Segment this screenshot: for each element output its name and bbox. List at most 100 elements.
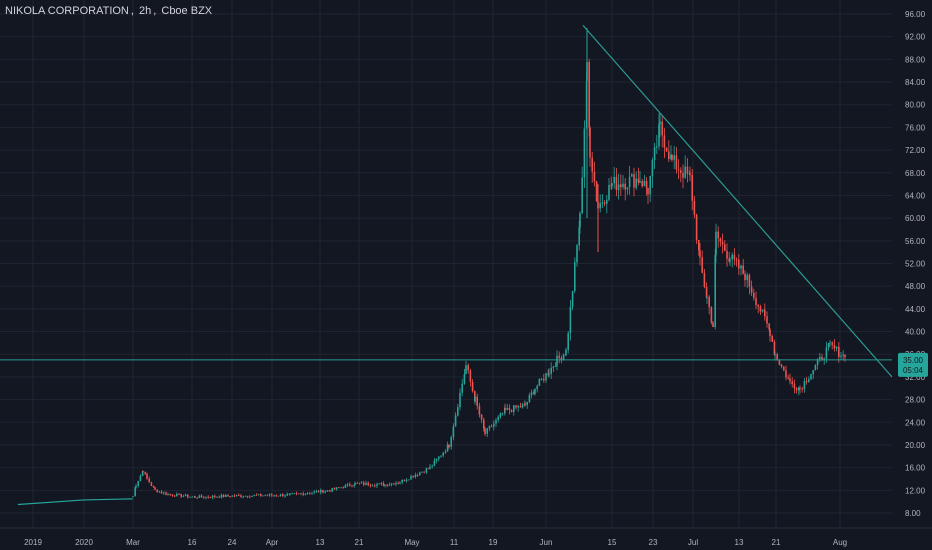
candle-body bbox=[207, 496, 209, 498]
candle-body bbox=[317, 491, 320, 493]
candle-body bbox=[486, 428, 488, 434]
candle-body bbox=[484, 428, 486, 434]
candle-body bbox=[554, 366, 557, 367]
candle-body bbox=[408, 479, 410, 481]
x-tick-label: Jul bbox=[688, 538, 698, 547]
candle-body bbox=[738, 259, 740, 269]
candle-body bbox=[785, 370, 787, 378]
candle-body bbox=[819, 356, 821, 360]
candle-body bbox=[744, 273, 746, 281]
candle-body bbox=[205, 496, 207, 498]
candle-body bbox=[825, 347, 828, 359]
trendline[interactable] bbox=[582, 24, 893, 378]
candle-body bbox=[293, 493, 296, 495]
x-tick-label: Apr bbox=[266, 538, 279, 547]
candle-body bbox=[840, 355, 842, 357]
candle-body bbox=[603, 202, 606, 204]
candle-body bbox=[167, 494, 169, 495]
y-tick-label: 92.00 bbox=[905, 33, 926, 42]
candle-body bbox=[658, 124, 660, 147]
candle-body bbox=[194, 496, 196, 498]
candle-body bbox=[488, 426, 491, 429]
candle-body bbox=[771, 336, 773, 342]
candle-body bbox=[795, 388, 798, 391]
candle-body bbox=[698, 239, 700, 251]
candle-body bbox=[831, 342, 833, 346]
candle-body bbox=[645, 180, 648, 188]
candle-body bbox=[812, 370, 814, 375]
candle-body bbox=[783, 366, 785, 371]
x-tick-label: 16 bbox=[188, 538, 197, 547]
candle-body bbox=[367, 482, 369, 486]
candle-body bbox=[152, 485, 155, 488]
candle-body bbox=[611, 183, 613, 187]
candle-body bbox=[805, 381, 808, 383]
candle-body bbox=[209, 497, 212, 498]
candle-body bbox=[478, 405, 481, 415]
candle-body bbox=[471, 381, 474, 392]
y-tick-label: 40.00 bbox=[905, 328, 926, 337]
candle-body bbox=[139, 475, 142, 482]
candle-body bbox=[463, 374, 466, 384]
candle-body bbox=[643, 180, 646, 187]
symbol-name: NIKOLA CORPORATION bbox=[5, 5, 129, 17]
x-tick-label: 19 bbox=[489, 538, 498, 547]
y-tick-label: 16.00 bbox=[905, 464, 926, 473]
candle-body bbox=[461, 383, 463, 393]
candle-body bbox=[705, 286, 708, 298]
candle-body bbox=[606, 199, 608, 204]
candle-body bbox=[304, 493, 307, 495]
candle-body bbox=[647, 187, 649, 195]
candle-body bbox=[663, 135, 666, 148]
candle-body bbox=[731, 254, 733, 260]
candle-body bbox=[187, 494, 189, 498]
candle-body bbox=[173, 495, 176, 497]
candle-body bbox=[295, 493, 298, 495]
candle-body bbox=[342, 487, 344, 489]
candle-body bbox=[329, 490, 331, 492]
candle-body bbox=[160, 491, 163, 494]
candle-body bbox=[620, 184, 622, 188]
candle-body bbox=[821, 356, 823, 361]
candle-body bbox=[659, 121, 661, 125]
candle-body bbox=[838, 346, 840, 357]
candle-body bbox=[244, 495, 247, 497]
x-tick-label: 11 bbox=[450, 538, 459, 547]
candle-body bbox=[729, 259, 731, 262]
candle-body bbox=[510, 410, 513, 412]
candle-body bbox=[588, 62, 590, 128]
candle-body bbox=[246, 495, 249, 497]
candle-body bbox=[686, 166, 689, 174]
chart-grid bbox=[0, 0, 892, 528]
candle-body bbox=[282, 494, 284, 497]
candle-body bbox=[595, 181, 598, 201]
candle-body bbox=[508, 408, 511, 411]
candle-body bbox=[649, 176, 651, 195]
candle-body bbox=[742, 265, 744, 274]
candle-body bbox=[203, 497, 205, 498]
candle-body bbox=[311, 492, 313, 494]
candle-body bbox=[526, 401, 528, 406]
candle-body bbox=[388, 484, 391, 486]
candle-body bbox=[395, 483, 397, 485]
candle-body bbox=[823, 358, 825, 361]
candle-body bbox=[712, 322, 714, 328]
y-tick-label: 12.00 bbox=[905, 486, 926, 495]
candle-body bbox=[425, 468, 428, 473]
candle-body bbox=[651, 160, 654, 177]
candle-body bbox=[184, 494, 187, 497]
x-tick-label: Mar bbox=[126, 538, 140, 547]
last-price-tag bbox=[898, 352, 928, 377]
x-tick-label: 2019 bbox=[24, 538, 42, 547]
candle-body bbox=[148, 478, 150, 483]
candle-body bbox=[773, 341, 776, 355]
candle-body bbox=[393, 483, 395, 485]
candle-body bbox=[233, 495, 236, 497]
candle-body bbox=[191, 496, 193, 498]
price-axis[interactable]: 8.0012.0016.0020.0024.0028.0032.0036.004… bbox=[898, 10, 928, 518]
candle-body bbox=[427, 468, 430, 470]
candle-body bbox=[132, 496, 134, 497]
time-axis[interactable]: 2019 2020 Mar 16 24 Apr 13 21 May 11 19 Jun 15 23 Jul 1… bbox=[0, 527, 932, 547]
